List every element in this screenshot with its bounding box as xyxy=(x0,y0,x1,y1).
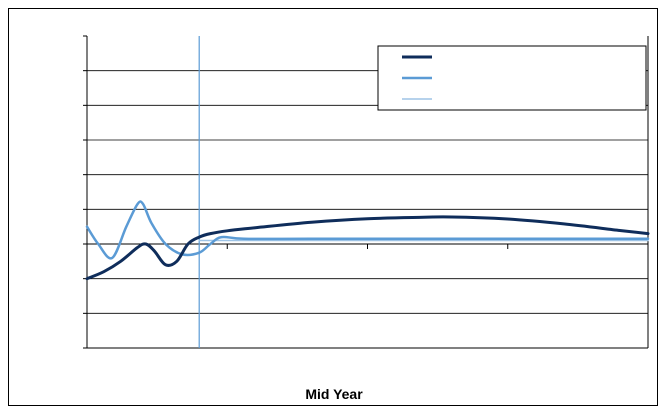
series-line-1 xyxy=(85,215,650,281)
legend xyxy=(377,45,647,111)
x-axis-label: Mid Year xyxy=(305,386,363,402)
series-line-2 xyxy=(85,200,650,260)
series-group xyxy=(85,200,650,281)
axes xyxy=(83,35,649,349)
